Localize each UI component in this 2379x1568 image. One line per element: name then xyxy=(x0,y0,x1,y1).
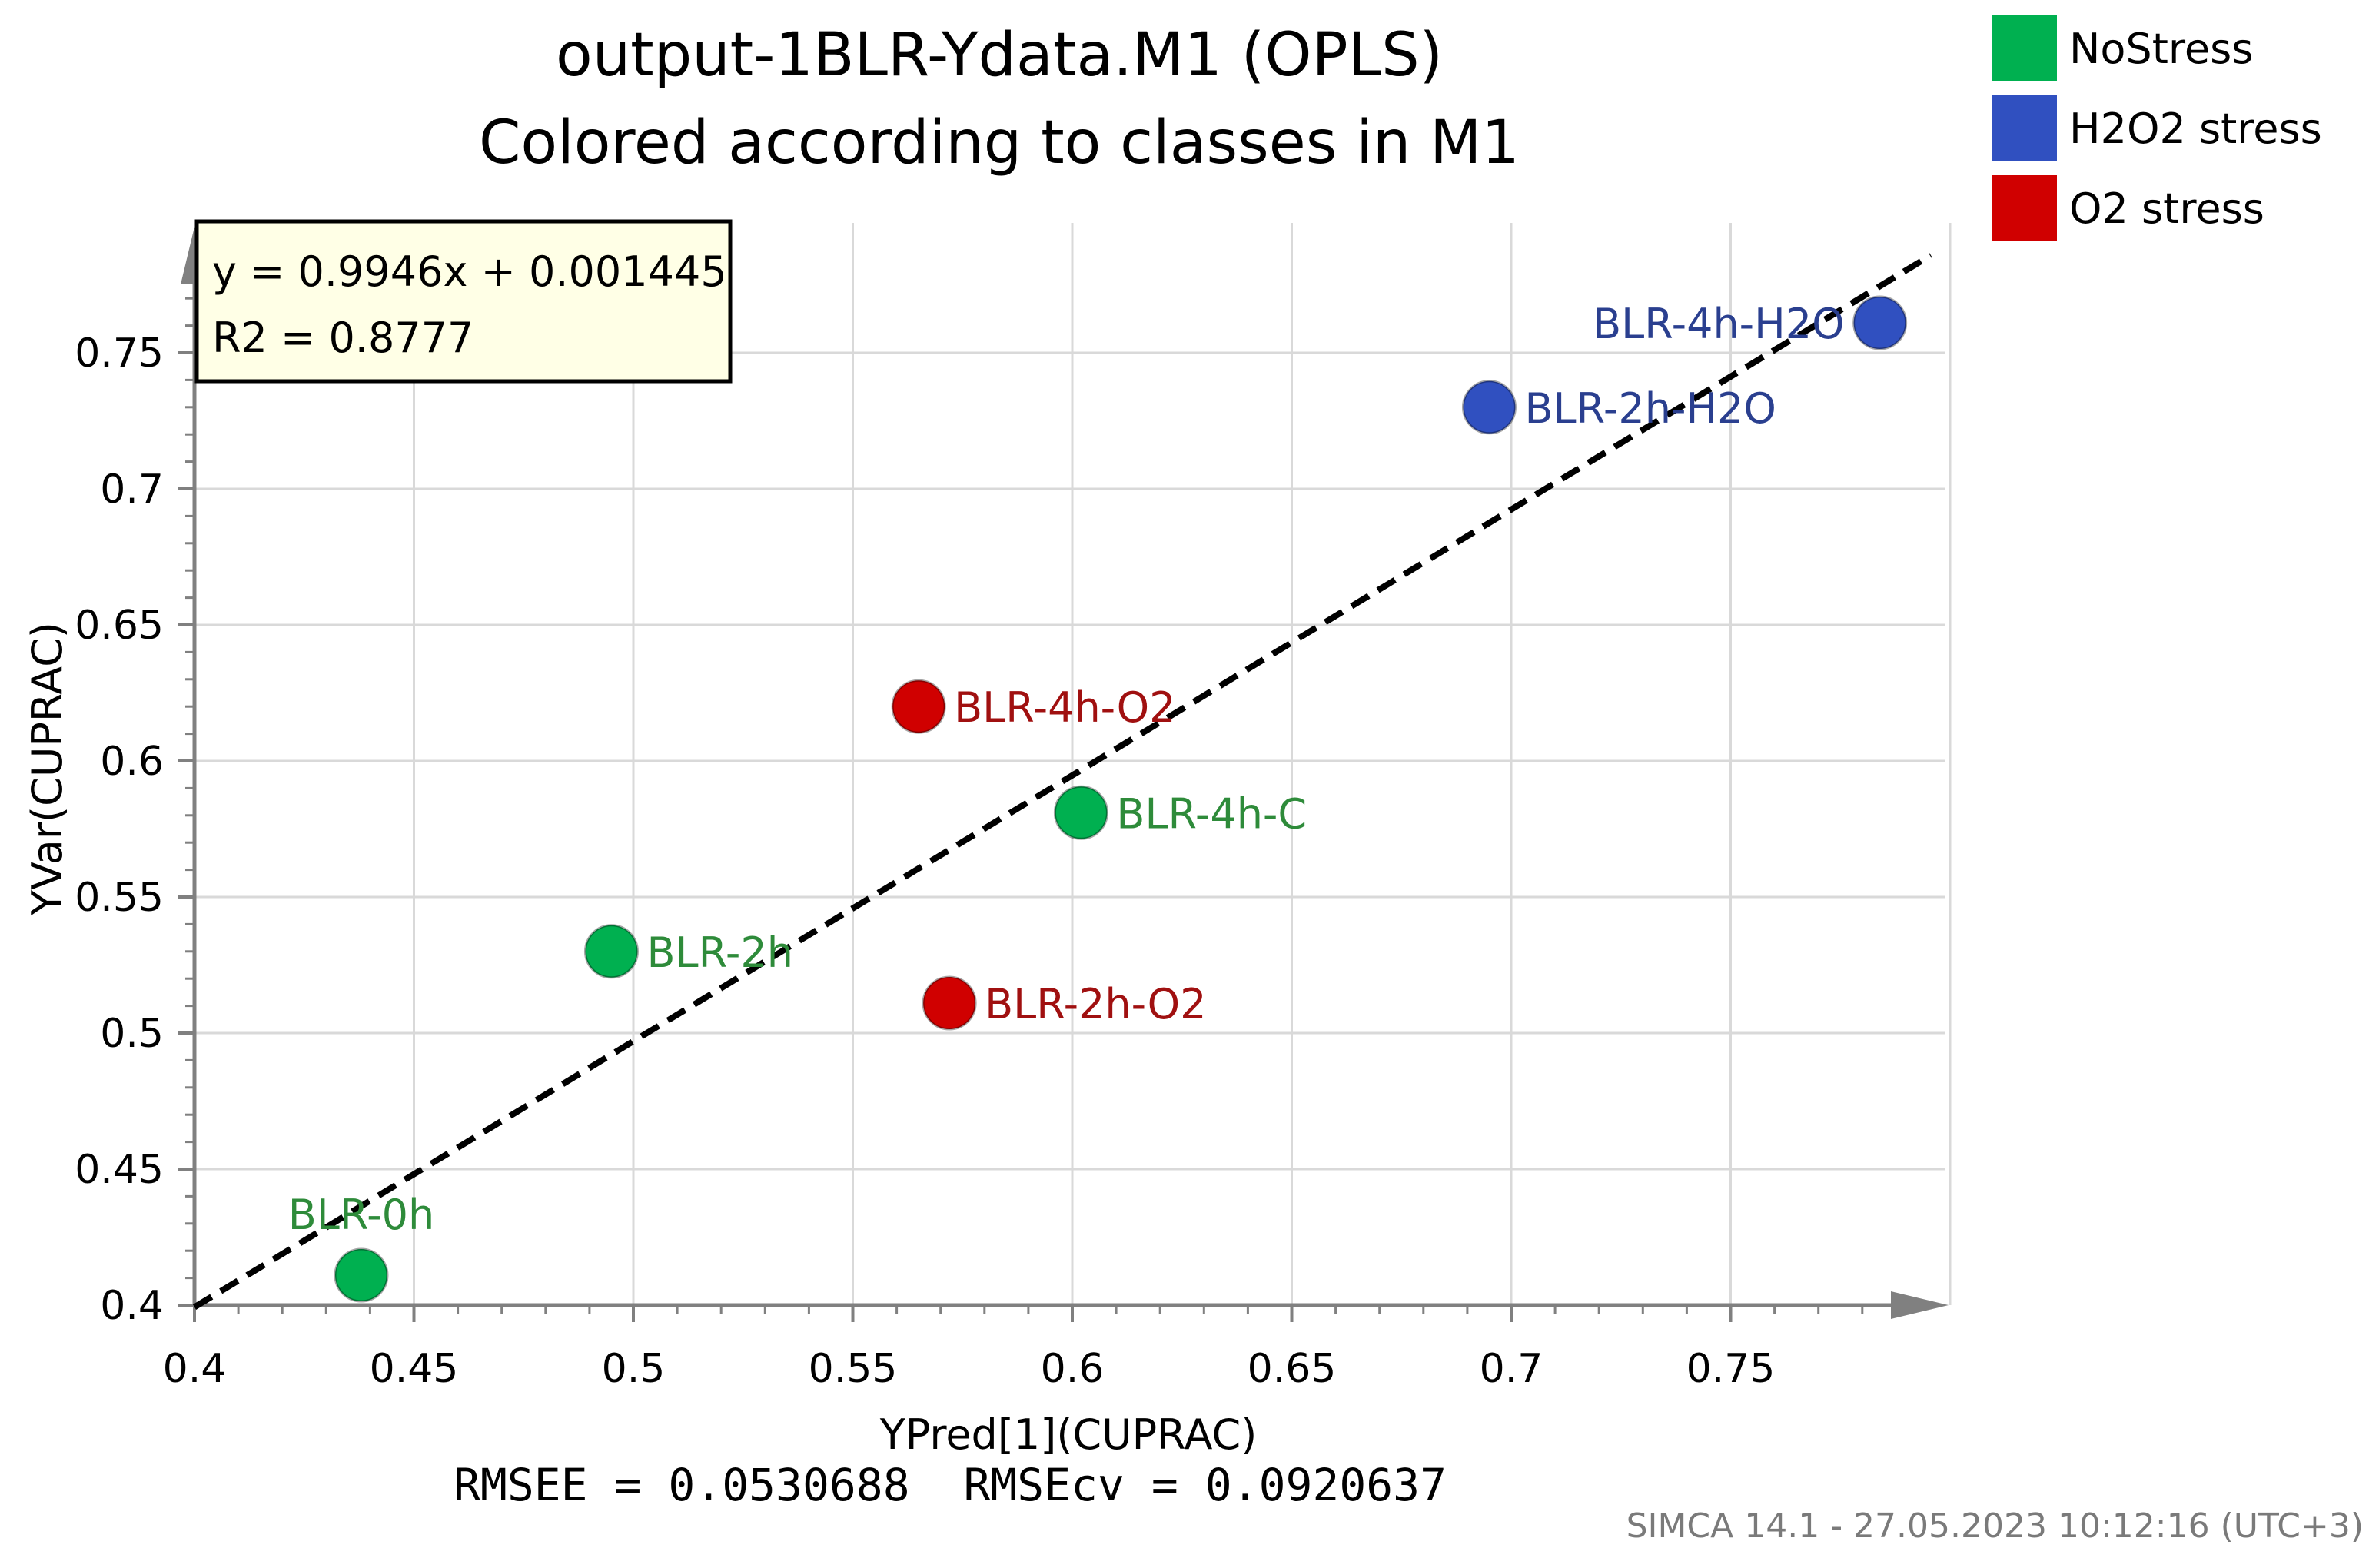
data-point xyxy=(334,1247,389,1303)
legend-swatch xyxy=(1992,95,2057,161)
y-tick-label: 0.5 xyxy=(100,1011,164,1057)
point-label: BLR-2h xyxy=(646,929,793,977)
point-label: BLR-4h-C xyxy=(1116,789,1307,838)
x-tick-label: 0.75 xyxy=(1686,1346,1776,1392)
y-tick-label: 0.4 xyxy=(100,1283,164,1329)
chart-title: output-1BLR-Ydata.M1 (OPLS) xyxy=(556,21,1443,90)
x-axis-label: YPred[1](CUPRAC) xyxy=(879,1410,1258,1459)
data-point xyxy=(1852,295,1908,350)
legend-label: H2O2 stress xyxy=(2069,105,2322,153)
x-tick-label: 0.55 xyxy=(809,1346,898,1392)
x-axis-arrow xyxy=(1891,1291,1949,1319)
y-tick-label: 0.45 xyxy=(75,1147,164,1193)
x-tick-label: 0.45 xyxy=(370,1346,459,1392)
point-label: BLR-2h-O2 xyxy=(985,980,1206,1028)
data-point xyxy=(1053,785,1108,840)
data-points xyxy=(334,295,1908,1303)
point-labels: BLR-0h BLR-2h BLR-4h-C BLR-2h-O2 BLR-4h-O2 BL… xyxy=(288,300,1845,1239)
regression-equation: y = 0.9946x + 0.001445 xyxy=(212,247,727,296)
x-tick-label: 0.5 xyxy=(602,1346,666,1392)
x-tick-label: 0.7 xyxy=(1480,1346,1543,1392)
regression-line xyxy=(192,252,1933,1310)
legend: NoStress H2O2 stress O2 stress xyxy=(1992,15,2322,241)
data-point xyxy=(891,679,946,734)
x-tick-label: 0.4 xyxy=(163,1346,227,1392)
legend-label: NoStress xyxy=(2069,25,2253,73)
point-label: BLR-2h-H2O xyxy=(1524,384,1776,433)
equation-box: y = 0.9946x + 0.001445 R2 = 0.8777 xyxy=(194,219,733,384)
legend-swatch xyxy=(1992,15,2057,81)
data-point xyxy=(583,924,639,979)
data-point xyxy=(1461,380,1517,435)
y-tick-label: 0.7 xyxy=(100,467,164,513)
data-point xyxy=(922,975,977,1031)
r2-value: R2 = 0.8777 xyxy=(212,314,473,362)
y-tick-label: 0.55 xyxy=(75,875,164,921)
point-label: BLR-4h-O2 xyxy=(954,683,1175,732)
point-label: BLR-4h-H2O xyxy=(1593,300,1844,348)
grid xyxy=(194,223,1952,1305)
software-footer: SIMCA 14.1 - 27.05.2023 10:12:16 (UTC+3) xyxy=(1626,1507,2364,1546)
legend-label: O2 stress xyxy=(2069,184,2264,233)
y-tick-label: 0.65 xyxy=(75,603,164,649)
chart-subtitle: Colored according to classes in M1 xyxy=(479,108,1520,178)
y-axis-label: YVar(CUPRAC) xyxy=(23,622,71,916)
point-label: BLR-0h xyxy=(288,1191,435,1239)
rmse-summary: RMSEE = 0.0530688 RMSEcv = 0.0920637 xyxy=(454,1459,1447,1511)
legend-swatch xyxy=(1992,175,2057,241)
y-tick-label: 0.75 xyxy=(75,331,164,377)
x-tick-label: 0.6 xyxy=(1041,1346,1105,1392)
y-tick-label: 0.6 xyxy=(100,739,164,785)
x-tick-label: 0.65 xyxy=(1248,1346,1337,1392)
